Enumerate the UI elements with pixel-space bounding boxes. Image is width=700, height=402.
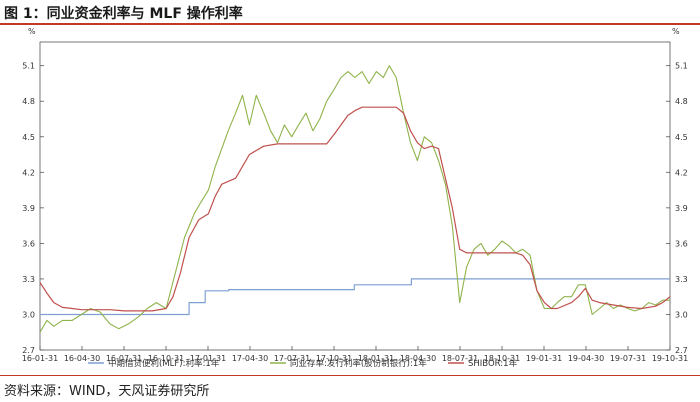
x-tick-label: 17-07-31	[274, 354, 310, 363]
series-line-2	[39, 65, 670, 333]
plot-frame	[39, 41, 671, 351]
title-rule	[0, 23, 700, 25]
y-tick-label-right: 3.3	[675, 275, 688, 284]
y-tick-label-left: 4.5	[22, 133, 35, 142]
y-tick-label-left: 3.9	[22, 204, 35, 213]
x-tick-label: 19-01-31	[526, 354, 562, 363]
y-tick-label-left: 4.8	[22, 97, 35, 106]
x-tick-label: 16-04-30	[64, 354, 100, 363]
y-tick-label-right: 5.1	[675, 62, 688, 71]
x-tick-label: 18-07-31	[442, 354, 478, 363]
y-tick-label-right: 4.8	[675, 97, 688, 106]
y-tick-label-left: 3.3	[22, 275, 35, 284]
x-tick-label: 19-04-30	[568, 354, 604, 363]
x-tick-label: 17-10-31	[316, 354, 352, 363]
chart-title: 图 1：同业资金利率与 MLF 操作利率	[4, 6, 243, 22]
x-tick-label: 17-04-30	[232, 354, 268, 363]
y-tick-label-left: 2.7	[22, 346, 35, 355]
y-tick-label-right: 3.0	[675, 310, 688, 319]
x-tick-label: 18-01-31	[358, 354, 394, 363]
x-tick-label: 18-10-31	[484, 354, 520, 363]
x-tick-label: 16-10-31	[148, 354, 184, 363]
legend-label-2: 同业存单:发行利率(股份制银行):1年	[290, 358, 427, 369]
line-chart: 2.7 2.7 3.0 3.0 3.3 3.3 3.6 3.6 3.9 3.9 4.2 4.2 4.5 4…	[22, 27, 688, 369]
series-line-1	[40, 278, 670, 316]
y-unit-right: %	[672, 27, 680, 36]
y-tick-label-left: 5.1	[22, 62, 35, 71]
y-tick-label-left: 4.2	[22, 168, 35, 177]
x-tick-label: 17-01-31	[190, 354, 226, 363]
x-tick-label: 16-07-31	[106, 354, 142, 363]
x-tick-label: 18-04-30	[400, 354, 436, 363]
y-tick-label-right: 4.5	[675, 133, 688, 142]
legend-label-3: SHIBOR:1年	[468, 358, 518, 369]
x-tick-label: 19-10-31	[652, 354, 688, 363]
x-tick-label: 19-07-31	[610, 354, 646, 363]
y-unit-left: %	[28, 27, 36, 36]
source-note: 资料来源：WIND，天风证券研究所	[4, 384, 210, 399]
y-tick-label-right: 2.7	[675, 346, 688, 355]
x-tick-label: 16-01-31	[22, 354, 58, 363]
y-tick-label-left: 3.0	[22, 310, 35, 319]
y-tick-label-left: 3.6	[22, 239, 35, 248]
y-tick-label-right: 4.2	[675, 168, 688, 177]
series-line-3	[39, 106, 671, 312]
y-tick-label-right: 3.6	[675, 239, 688, 248]
y-tick-label-right: 3.9	[675, 204, 688, 213]
legend-label-1: 中期借贷便利(MLF):利率:1年	[108, 358, 220, 369]
source-rule	[0, 375, 700, 376]
